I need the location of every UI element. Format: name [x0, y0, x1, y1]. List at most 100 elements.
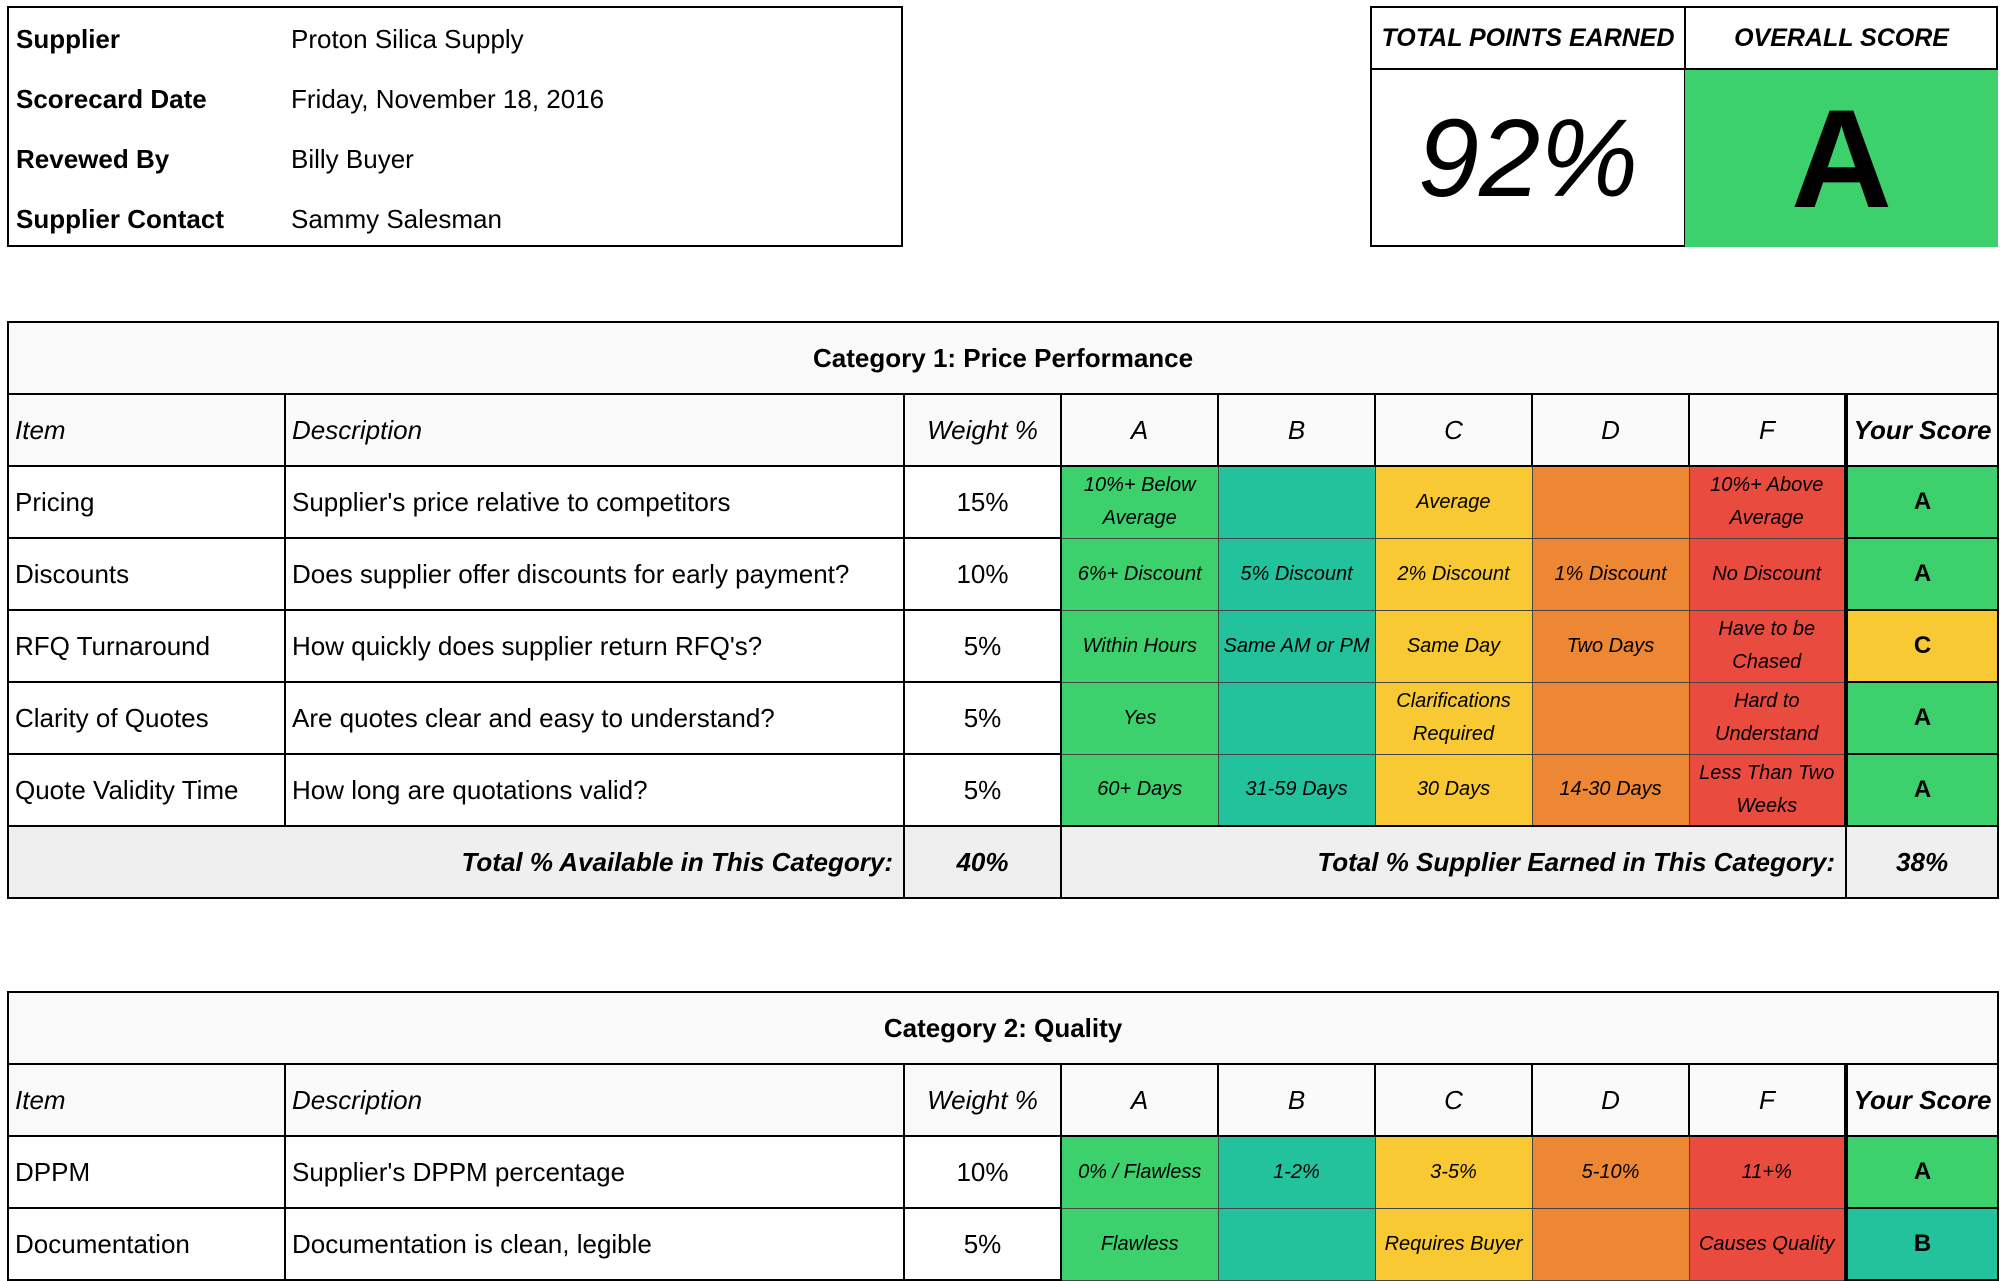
item-cell: Documentation	[7, 1207, 286, 1281]
criteria-b-cell	[1217, 465, 1376, 539]
overall-score-header: OVERALL SCORE	[1685, 8, 1998, 70]
description-cell: Supplier's DPPM percentage	[284, 1135, 905, 1209]
criteria-d-cell	[1531, 465, 1690, 539]
criteria-c-cell: Average	[1374, 465, 1533, 539]
criteria-d-cell: 1% Discount	[1531, 537, 1690, 611]
total-earned-label: Total % Supplier Earned in This Category…	[1060, 825, 1847, 899]
your-score-cell[interactable]: B	[1843, 1207, 2000, 1281]
weight-cell: 15%	[903, 465, 1062, 539]
total-points-header: TOTAL POINTS EARNED	[1372, 8, 1686, 70]
table-row: RFQ Turnaround How quickly does supplier…	[7, 609, 2000, 683]
grade-b-header: B	[1217, 393, 1376, 467]
criteria-f-cell: 10%+ Above Average	[1688, 465, 1847, 539]
your-score-cell[interactable]: A	[1843, 537, 2000, 611]
supplier-info-box: Supplier Proton Silica Supply Scorecard …	[7, 6, 903, 247]
table-row: Clarity of Quotes Are quotes clear and e…	[7, 681, 2000, 755]
criteria-d-cell	[1531, 1207, 1690, 1281]
criteria-a-cell: 60+ Days	[1060, 753, 1219, 827]
your-score-header: Your Score	[1843, 393, 2000, 467]
grade-d-header: D	[1531, 1063, 1690, 1137]
criteria-d-cell: 5-10%	[1531, 1135, 1690, 1209]
weight-cell: 5%	[903, 1207, 1062, 1281]
total-earned-value: 38%	[1844, 825, 2000, 899]
criteria-a-cell: 0% / Flawless	[1060, 1135, 1219, 1209]
column-header-row: Item Description Weight % A B C D F Your…	[7, 1063, 2000, 1137]
item-cell: Discounts	[7, 537, 286, 611]
description-cell: Does supplier offer discounts for early …	[284, 537, 905, 611]
info-row-date: Scorecard Date Friday, November 18, 2016	[9, 68, 901, 128]
criteria-c-cell: Clarifications Required	[1374, 681, 1533, 755]
weight-cell: 10%	[903, 1135, 1062, 1209]
criteria-a-cell: Flawless	[1060, 1207, 1219, 1281]
weight-header: Weight %	[903, 393, 1062, 467]
grade-a-header: A	[1060, 1063, 1219, 1137]
criteria-b-cell	[1217, 1207, 1376, 1281]
your-score-cell[interactable]: C	[1843, 609, 2000, 683]
item-cell: Clarity of Quotes	[7, 681, 286, 755]
reviewed-by-value: Billy Buyer	[291, 144, 414, 174]
criteria-b-cell: Same AM or PM	[1217, 609, 1376, 683]
item-header: Item	[7, 1063, 286, 1137]
grade-c-header: C	[1374, 1063, 1533, 1137]
weight-cell: 5%	[903, 753, 1062, 827]
supplier-label: Supplier	[16, 24, 121, 54]
criteria-f-cell: Hard to Understand	[1688, 681, 1847, 755]
your-score-cell[interactable]: A	[1843, 1135, 2000, 1209]
total-available-label: Total % Available in This Category:	[7, 825, 905, 899]
weight-cell: 10%	[903, 537, 1062, 611]
table-row: Documentation Documentation is clean, le…	[7, 1207, 2000, 1281]
table-row: DPPM Supplier's DPPM percentage 10% 0% /…	[7, 1135, 2000, 1209]
criteria-c-cell: Requires Buyer	[1374, 1207, 1533, 1281]
description-cell: How quickly does supplier return RFQ's?	[284, 609, 905, 683]
your-score-cell[interactable]: A	[1843, 753, 2000, 827]
description-cell: Documentation is clean, legible	[284, 1207, 905, 1281]
your-score-header: Your Score	[1843, 1063, 2000, 1137]
category-title: Category 1: Price Performance	[6, 321, 2000, 395]
total-available-value: 40%	[903, 825, 1062, 899]
criteria-c-cell: 2% Discount	[1374, 537, 1533, 611]
reviewed-by-label: Revewed By	[16, 144, 170, 174]
item-cell: RFQ Turnaround	[7, 609, 286, 683]
criteria-b-cell: 31-59 Days	[1217, 753, 1376, 827]
item-header: Item	[7, 393, 286, 467]
criteria-a-cell: Yes	[1060, 681, 1219, 755]
description-cell: Are quotes clear and easy to understand?	[284, 681, 905, 755]
grade-b-header: B	[1217, 1063, 1376, 1137]
criteria-f-cell: No Discount	[1688, 537, 1847, 611]
scorecard-date-label: Scorecard Date	[16, 84, 207, 114]
criteria-f-cell: Causes Quality	[1688, 1207, 1847, 1281]
criteria-a-cell: 10%+ Below Average	[1060, 465, 1219, 539]
criteria-b-cell: 5% Discount	[1217, 537, 1376, 611]
weight-cell: 5%	[903, 609, 1062, 683]
category-title: Category 2: Quality	[6, 991, 2000, 1065]
criteria-f-cell: Have to be Chased	[1688, 609, 1847, 683]
table-row: Pricing Supplier's price relative to com…	[7, 465, 2000, 539]
description-cell: How long are quotations valid?	[284, 753, 905, 827]
criteria-d-cell	[1531, 681, 1690, 755]
category-1-table: Category 1: Price Performance Item Descr…	[6, 321, 2000, 899]
grade-f-header: F	[1688, 393, 1847, 467]
scorecard-date-value: Friday, November 18, 2016	[291, 84, 605, 114]
supplier-value: Proton Silica Supply	[291, 24, 524, 54]
criteria-f-cell: 11+%	[1688, 1135, 1847, 1209]
criteria-d-cell: Two Days	[1531, 609, 1690, 683]
your-score-cell[interactable]: A	[1843, 681, 2000, 755]
table-row: Quote Validity Time How long are quotati…	[7, 753, 2000, 827]
supplier-contact-value: Sammy Salesman	[291, 204, 502, 234]
grade-a-header: A	[1060, 393, 1219, 467]
your-score-cell[interactable]: A	[1843, 465, 2000, 539]
category-total-row: Total % Available in This Category: 40% …	[7, 825, 2000, 899]
criteria-a-cell: Within Hours	[1060, 609, 1219, 683]
item-cell: DPPM	[7, 1135, 286, 1209]
weight-header: Weight %	[903, 1063, 1062, 1137]
item-cell: Quote Validity Time	[7, 753, 286, 827]
criteria-b-cell: 1-2%	[1217, 1135, 1376, 1209]
criteria-d-cell: 14-30 Days	[1531, 753, 1690, 827]
supplier-contact-label: Supplier Contact	[16, 204, 225, 234]
column-header-row: Item Description Weight % A B C D F Your…	[7, 393, 2000, 467]
score-summary-box: TOTAL POINTS EARNED OVERALL SCORE 92% A	[1370, 6, 1998, 247]
total-points-value: 92%	[1372, 70, 1686, 247]
grade-f-header: F	[1688, 1063, 1847, 1137]
info-row-contact: Supplier Contact Sammy Salesman	[9, 188, 901, 248]
grade-d-header: D	[1531, 393, 1690, 467]
